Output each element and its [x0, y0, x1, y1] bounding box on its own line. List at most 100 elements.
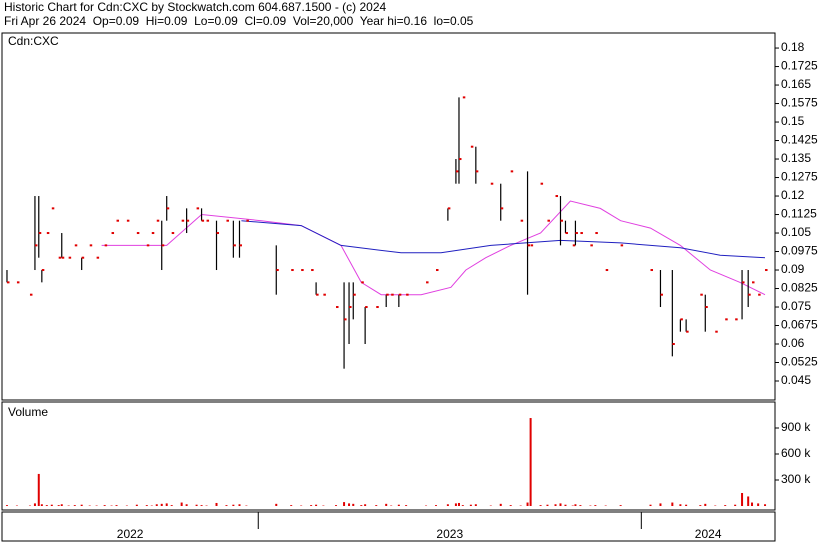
volume-bar: [225, 505, 228, 506]
close-tick: [323, 293, 326, 296]
volume-bar: [80, 504, 83, 506]
close-tick: [116, 219, 120, 222]
volume-bar: [574, 504, 577, 506]
volume-bar: [679, 504, 682, 506]
volume-bar: [40, 504, 43, 506]
close-tick: [186, 219, 190, 222]
close-tick: [520, 219, 524, 222]
volume-bar: [232, 504, 235, 506]
volume-label: Volume: [8, 405, 48, 419]
close-tick: [316, 293, 319, 296]
close-tick: [735, 318, 738, 321]
moving-average: [241, 220, 766, 259]
y-tick-label: 0.0675: [781, 318, 818, 332]
close-tick: [206, 219, 210, 222]
header-title: Historic Chart for Cdn:CXC by Stockwatch…: [4, 0, 386, 14]
y-tick-label: 0.1425: [781, 133, 818, 147]
close-tick: [455, 170, 459, 173]
volume-bar: [73, 505, 76, 506]
close-tick: [111, 232, 115, 235]
close-tick: [458, 158, 462, 161]
close-tick: [104, 244, 108, 247]
volume-panel: [1, 401, 776, 511]
volume-bar: [348, 503, 351, 506]
y-tick-label: 0.18: [781, 40, 805, 54]
y-tick-label: 0.045: [781, 373, 811, 387]
close-tick: [58, 256, 62, 259]
year-label: 2024: [695, 527, 722, 541]
year-strip: [1, 511, 776, 542]
close-tick: [151, 232, 155, 235]
y-tick-label: 0.1725: [781, 59, 818, 73]
volume-bar: [375, 505, 378, 506]
close-tick: [406, 293, 409, 296]
volume-bar: [446, 504, 449, 506]
close-tick: [171, 232, 175, 235]
price-panel: [1, 32, 776, 401]
close-tick: [527, 244, 531, 247]
close-tick: [742, 281, 745, 284]
close-tick: [565, 232, 568, 235]
close-tick: [540, 182, 544, 185]
close-tick: [500, 207, 504, 210]
close-tick: [16, 281, 20, 284]
close-tick: [748, 293, 751, 296]
close-tick: [391, 293, 394, 296]
close-tick: [301, 269, 304, 272]
volume-bar: [509, 505, 512, 506]
volume-bar: [757, 503, 760, 506]
close-tick: [6, 281, 10, 284]
volume-bar: [671, 502, 674, 506]
close-tick: [61, 256, 65, 259]
close-tick: [29, 293, 33, 296]
y-tick-label: 0.0525: [781, 355, 818, 369]
y-tick-label: 0.06: [781, 336, 805, 350]
volume-bar: [559, 503, 562, 506]
volume-bar: [364, 504, 367, 506]
close-tick: [233, 244, 236, 247]
y-tick-label: 0.165: [781, 77, 811, 91]
close-tick: [475, 170, 479, 173]
volume-bar: [579, 505, 582, 506]
volume-bar: [115, 505, 118, 506]
volume-bar: [461, 505, 464, 506]
volume-bar: [564, 504, 567, 506]
close-tick: [590, 244, 593, 247]
volume-bar: [155, 504, 158, 506]
close-tick: [226, 219, 229, 222]
volume-bar: [499, 503, 502, 506]
close-tick: [34, 244, 38, 247]
y-tick-label: 0.09: [781, 262, 805, 276]
close-tick: [705, 306, 708, 309]
volume-bar: [50, 504, 53, 506]
volume-bar: [526, 502, 529, 506]
close-tick: [136, 232, 140, 235]
close-tick: [46, 232, 50, 235]
close-tick: [686, 330, 689, 333]
close-tick: [246, 219, 249, 222]
close-tick: [376, 306, 379, 309]
volume-bar: [474, 504, 477, 506]
volume-bar: [685, 504, 688, 506]
close-tick: [510, 170, 514, 173]
close-tick: [470, 145, 474, 148]
close-tick: [161, 244, 165, 247]
close-tick: [201, 219, 205, 222]
close-tick: [580, 232, 583, 235]
close-tick: [435, 269, 439, 272]
volume-bar: [546, 504, 549, 506]
volume-bar: [165, 503, 168, 506]
close-tick: [575, 232, 578, 235]
volume-bar: [180, 502, 183, 506]
volume-bar: [5, 505, 8, 506]
close-tick: [447, 207, 451, 210]
volume-bar: [539, 505, 542, 506]
close-tick: [462, 96, 466, 99]
close-tick: [752, 281, 755, 284]
close-tick: [595, 232, 598, 235]
close-tick: [336, 306, 339, 309]
close-tick: [311, 269, 314, 272]
